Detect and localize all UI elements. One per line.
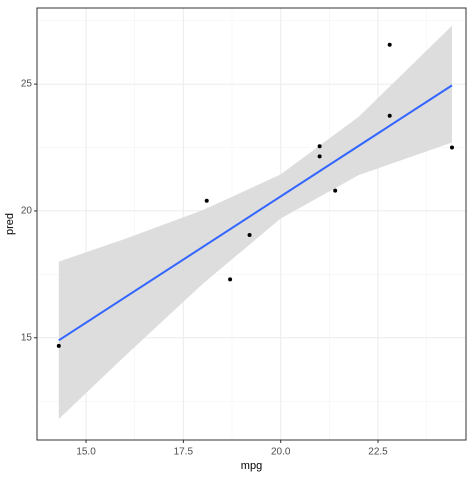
panel-border — [36, 7, 467, 441]
y-tick-label: 20 — [21, 206, 33, 217]
x-tick-label: 22.5 — [368, 447, 388, 458]
point — [56, 343, 61, 348]
x-tick-label: 20.0 — [271, 447, 291, 458]
y-tick-label: 15 — [21, 332, 33, 343]
point — [247, 233, 252, 238]
confidence-band — [58, 25, 452, 419]
y-axis-title: pred — [4, 213, 16, 235]
point — [387, 113, 392, 118]
point — [228, 277, 233, 282]
point — [317, 144, 322, 149]
point — [204, 198, 209, 203]
x-tick-label: 17.5 — [174, 447, 194, 458]
fit-line — [58, 84, 453, 342]
x-tick-label: 15.0 — [76, 447, 96, 458]
point — [387, 42, 392, 47]
x-axis-title: mpg — [241, 460, 262, 472]
point — [449, 145, 454, 150]
y-tick-label: 25 — [21, 79, 33, 90]
point — [333, 188, 338, 193]
point — [317, 154, 322, 159]
